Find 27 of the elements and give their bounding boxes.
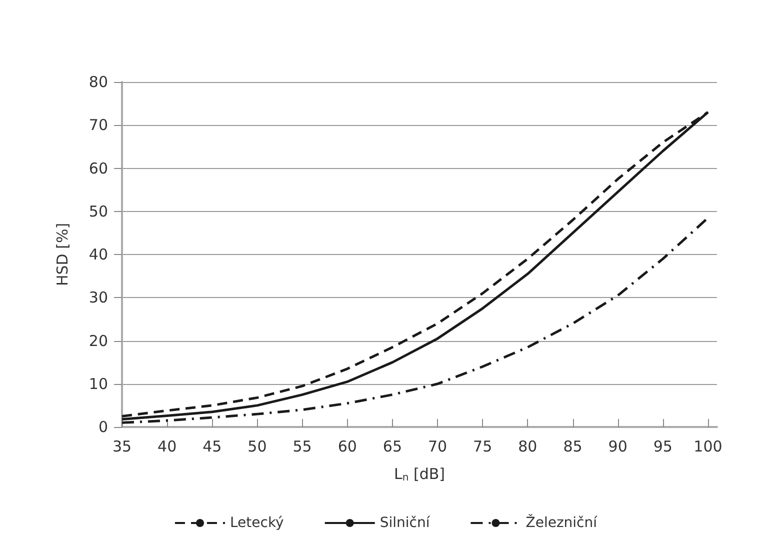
- legend-label: Silniční: [380, 515, 431, 531]
- x-tick-label: 95: [653, 438, 672, 456]
- x-tick-label: 45: [202, 438, 222, 456]
- y-axis-title: HSD [%]: [54, 222, 72, 286]
- legend-label: Letecký: [230, 515, 284, 531]
- x-tick-label: 60: [338, 438, 357, 456]
- y-tick-label: 80: [88, 73, 108, 91]
- x-tick-label: 100: [694, 438, 722, 456]
- y-tick-label: 20: [88, 332, 108, 350]
- legend-label: Železniční: [526, 514, 598, 531]
- y-tick-label: 70: [88, 116, 108, 134]
- x-tick-label: 80: [518, 438, 538, 456]
- x-tick-label: 85: [563, 438, 582, 456]
- y-tick-label: 50: [88, 202, 108, 220]
- y-tick-label: 30: [88, 288, 108, 307]
- x-tick-label: 75: [473, 438, 492, 456]
- x-tick-label: 50: [248, 438, 267, 456]
- y-tick-label: 60: [88, 159, 108, 178]
- x-tick-label: 35: [112, 438, 132, 456]
- x-tick-label: 65: [382, 438, 402, 456]
- y-tick-label: 40: [88, 246, 108, 264]
- x-tick-label: 90: [608, 438, 628, 456]
- x-tick-label: 40: [158, 438, 177, 456]
- y-tick-label: 0: [98, 418, 108, 436]
- y-tick-label: 10: [88, 374, 108, 393]
- x-tick-label: 70: [428, 438, 448, 456]
- x-tick-label: 55: [292, 438, 312, 456]
